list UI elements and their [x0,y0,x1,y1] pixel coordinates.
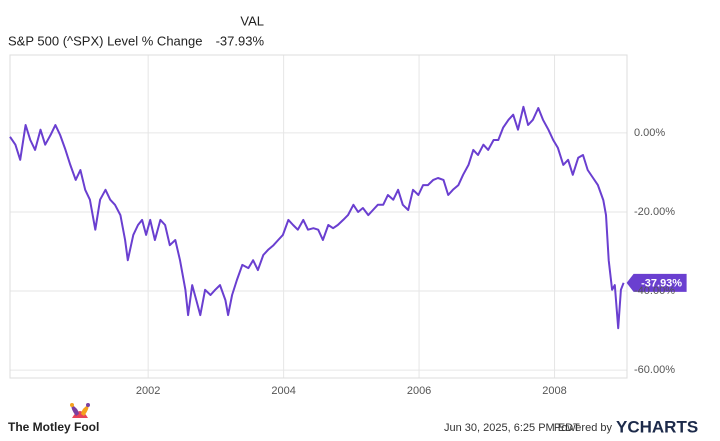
motley-fool-logo: The Motley Fool [8,403,99,434]
legend-value: -37.93% [216,33,265,48]
powered-by: Powered by [554,422,613,434]
x-tick-label: 2006 [407,385,431,397]
line [9,105,625,330]
marks: -37.93% [9,105,687,330]
x-tick-label: 2004 [271,385,295,397]
brand: The Motley Fool [8,420,99,434]
grid [10,55,627,378]
value-label: -37.93% [641,278,682,290]
x-tick-label: 2008 [542,385,566,397]
timestamp: Jun 30, 2025, 6:25 PM EDT [444,422,580,434]
plot-border [9,54,628,379]
legend-header: VAL [240,13,264,28]
y-tick-label: 0.00% [634,127,665,139]
x-tick-label: 2002 [136,385,160,397]
legend-entry: S&P 500 (^SPX) Level % Change [8,33,202,48]
value-flag [626,273,687,292]
y-tick-label: -40.00% [634,285,675,297]
y-tick-label: -60.00% [634,364,675,376]
y-tick-label: -20.00% [634,206,675,218]
source-logo: YCHARTS [616,417,698,436]
